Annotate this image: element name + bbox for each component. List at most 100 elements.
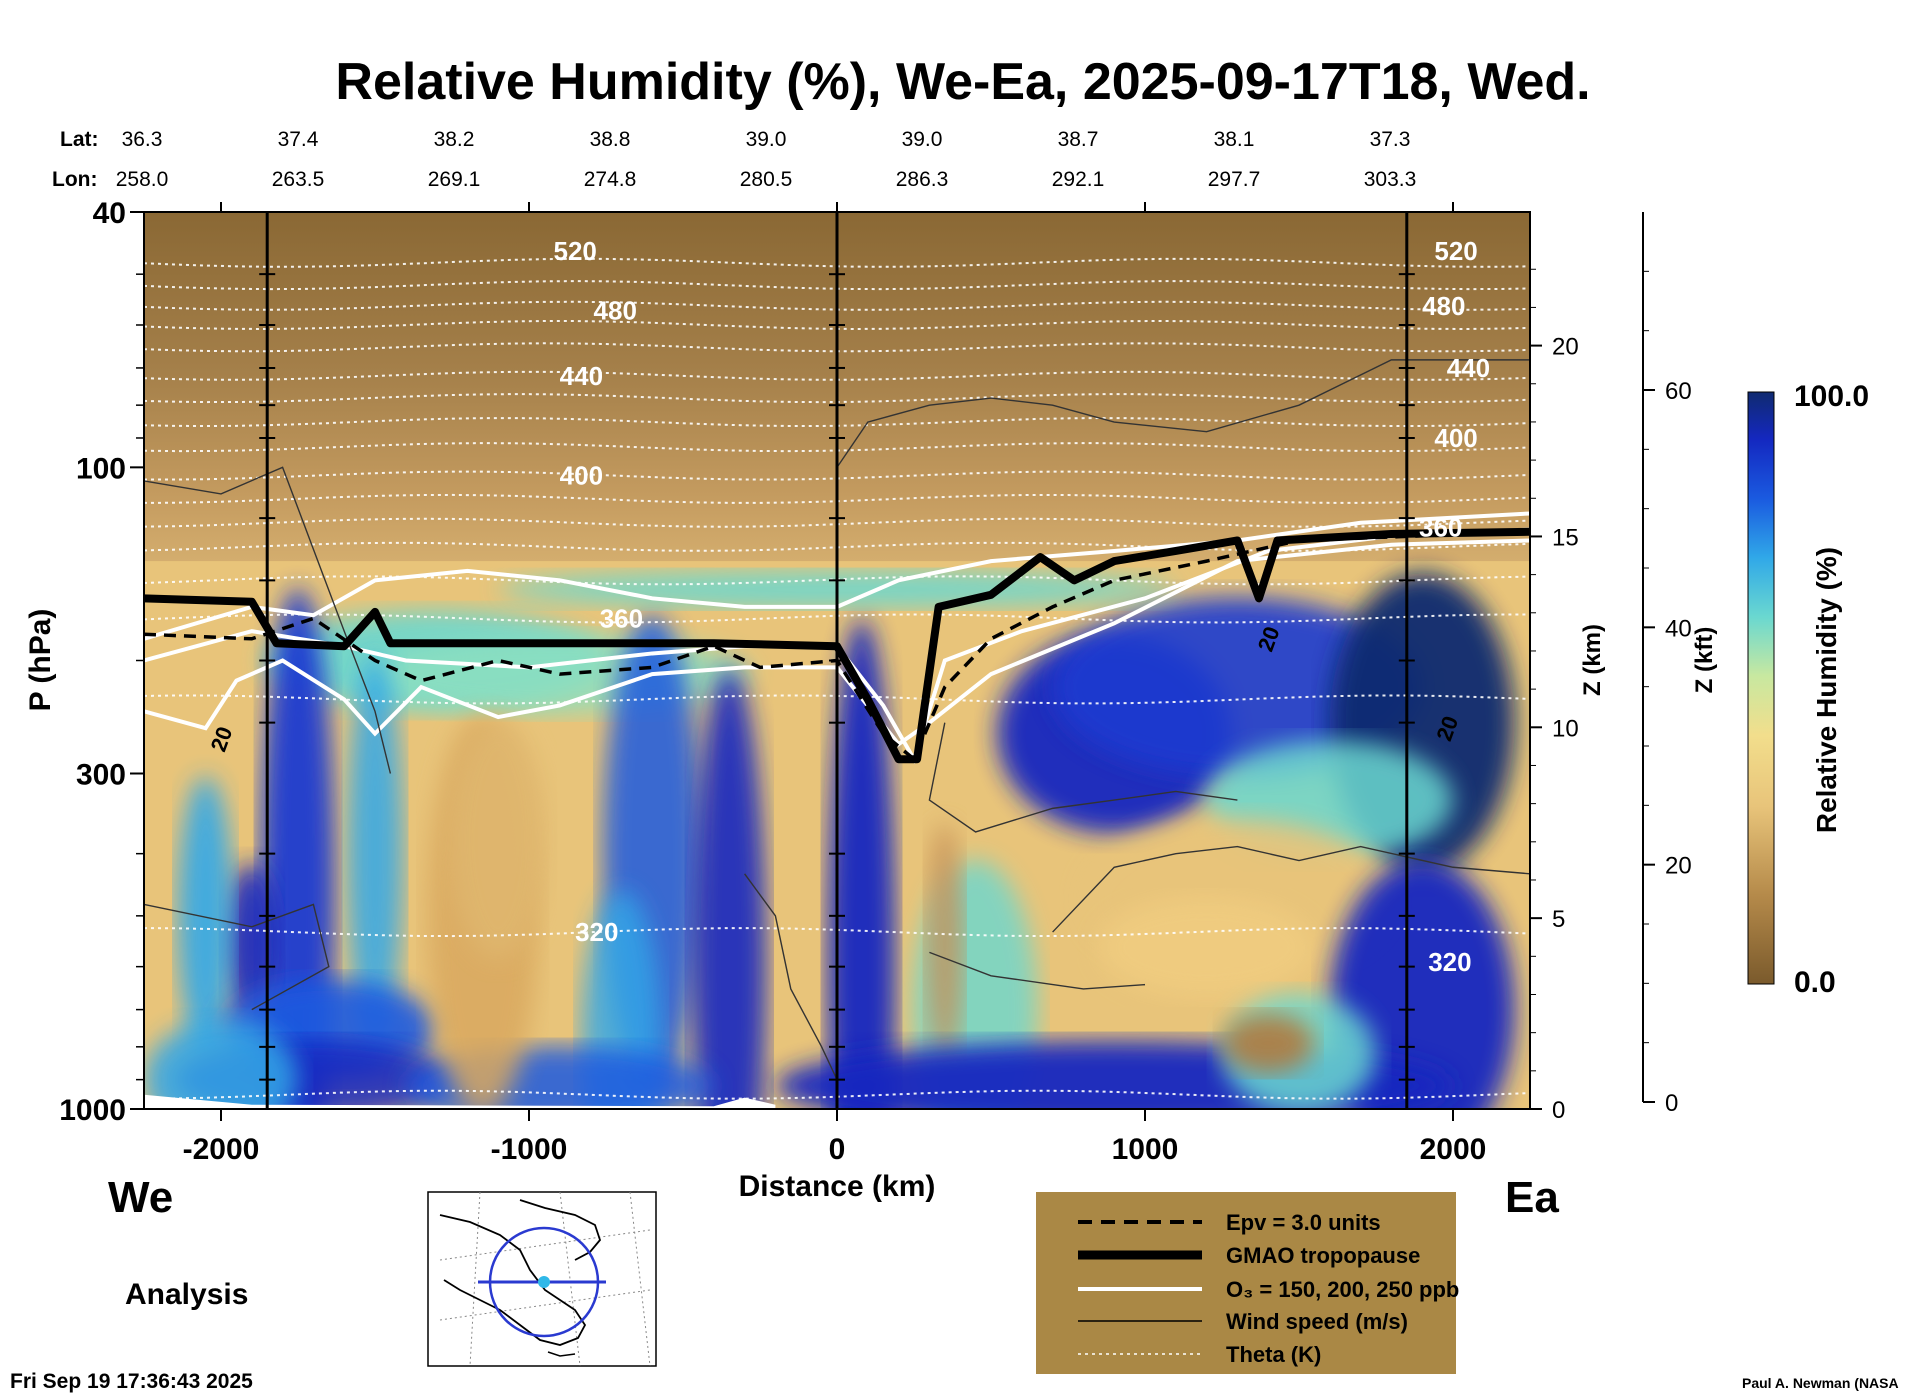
legend-label-o3: O₃ = 150, 200, 250 ppb <box>1226 1277 1459 1302</box>
legend-label-wind: Wind speed (m/s) <box>1226 1309 1408 1334</box>
lat-value: 38.7 <box>1058 128 1099 151</box>
wind-contour <box>144 903 330 1011</box>
map-island <box>547 1351 576 1357</box>
theta-contour-label: 480 <box>1422 291 1465 321</box>
y-tick-label: 40 <box>93 197 126 230</box>
rh-blob <box>1222 1013 1315 1074</box>
lon-value: 286.3 <box>896 168 949 191</box>
theta-contour-label: 440 <box>1447 353 1490 383</box>
y-tick-label: 300 <box>76 758 126 791</box>
epv-line <box>144 529 1530 763</box>
z-kft-tick-label: 40 <box>1665 615 1692 642</box>
axes <box>130 202 1655 1121</box>
z-km-axis-label: Z (km) <box>1579 624 1606 696</box>
rh-blob <box>177 776 234 1056</box>
lon-value: 297.7 <box>1208 168 1261 191</box>
lat-value: 37.3 <box>1370 128 1411 151</box>
lat-value: 36.3 <box>122 128 163 151</box>
rh-blob <box>224 862 280 1023</box>
rh-blob <box>692 667 767 1109</box>
tropopause-line <box>144 527 1530 764</box>
rh-blob <box>1052 597 1423 777</box>
lon-value: 263.5 <box>272 168 325 191</box>
direction-west-label: We <box>108 1173 173 1222</box>
rh-blob <box>1329 860 1515 1109</box>
direction-east-label: Ea <box>1505 1173 1559 1222</box>
colorbar-max-label: 100.0 <box>1794 380 1869 413</box>
lat-value: 38.2 <box>434 128 475 151</box>
rh-blob <box>827 617 896 1109</box>
rh-blob <box>144 1019 298 1109</box>
x-tick-label: 2000 <box>1420 1133 1487 1166</box>
lon-value: 258.0 <box>116 168 169 191</box>
x-tick-label: -1000 <box>491 1133 568 1166</box>
z-km-tick-label: 20 <box>1552 334 1579 361</box>
theta-contour-label: 320 <box>1428 947 1471 977</box>
lat-value: 39.0 <box>746 128 787 151</box>
x-tick-label: -2000 <box>183 1133 260 1166</box>
map-graticule <box>439 1289 651 1321</box>
rh-blob <box>347 654 403 1053</box>
rh-blob <box>448 719 548 959</box>
lon-value: 292.1 <box>1052 168 1105 191</box>
lon-value: 303.3 <box>1364 168 1417 191</box>
wind-contour <box>928 722 1238 833</box>
map-graticule <box>469 1191 481 1367</box>
chart-title: Relative Humidity (%), We-Ea, 2025-09-17… <box>335 53 1591 111</box>
lon-value: 274.8 <box>584 168 637 191</box>
theta-contour-label: 360 <box>1419 512 1462 542</box>
ozone-contour <box>144 538 1530 747</box>
z-kft-tick-label: 0 <box>1665 1090 1678 1117</box>
credit: Paul A. Newman (NASA <box>1742 1375 1899 1391</box>
map-graticule <box>559 1191 581 1367</box>
analysis-label: Analysis <box>125 1278 248 1311</box>
wind-contour <box>744 873 838 1080</box>
map-graticule <box>439 1229 651 1261</box>
z-km-tick-label: 15 <box>1552 524 1579 551</box>
theta-contour-label: 320 <box>575 917 618 947</box>
wind-contour <box>929 951 1146 990</box>
colorbar-min-label: 0.0 <box>1794 966 1836 999</box>
lat-value: 39.0 <box>902 128 943 151</box>
z-km-tick-label: 0 <box>1552 1097 1565 1124</box>
legend-label-theta: Theta (K) <box>1226 1342 1321 1367</box>
lon-value: 269.1 <box>428 168 481 191</box>
y-tick-label: 100 <box>76 452 126 485</box>
z-km-tick-label: 10 <box>1552 715 1579 742</box>
theta-contour-label: 400 <box>1434 423 1477 453</box>
chart-text: -2000 -1000 0 1000 2000 40 100 300 1000 0 5 10 15 20 0… <box>10 128 1899 1393</box>
rh-blob <box>261 587 335 1109</box>
z-km-tick-label: 5 <box>1552 906 1565 933</box>
legend-label-tropopause: GMAO tropopause <box>1226 1243 1420 1268</box>
theta-contour-label: 360 <box>600 603 643 633</box>
x-axis-label: Distance (km) <box>739 1170 936 1203</box>
lon-value: 280.5 <box>740 168 793 191</box>
colorbar: 100.0 0.0 Relative Humidity (%) <box>1747 380 1869 999</box>
timestamp: Fri Sep 19 17:36:43 2025 <box>10 1370 253 1393</box>
y-tick-label: 1000 <box>59 1094 126 1127</box>
z-kft-tick-label: 60 <box>1665 378 1692 405</box>
lat-value: 38.8 <box>590 128 631 151</box>
theta-contour-label: 520 <box>554 236 597 266</box>
theta-contour-label: 520 <box>1434 236 1477 266</box>
locator-map <box>427 1191 657 1367</box>
lat-value: 37.4 <box>278 128 319 151</box>
lat-value: 38.1 <box>1214 128 1255 151</box>
ground-mask <box>144 1094 776 1109</box>
z-kft-axis-label: Z (kft) <box>1691 627 1718 694</box>
legend-label-epv: Epv = 3.0 units <box>1226 1210 1381 1235</box>
theta-contour-label: 400 <box>560 461 603 491</box>
map-coastline <box>439 1214 587 1346</box>
map-graticule <box>629 1191 651 1367</box>
rh-blob <box>926 822 964 1063</box>
wind-contour <box>144 466 392 774</box>
theta-contour-label: 480 <box>594 296 637 326</box>
wind-contour <box>836 359 1530 468</box>
colorbar-gradient <box>1747 391 1775 985</box>
wind-contour <box>1052 845 1530 933</box>
z-kft-tick-label: 20 <box>1665 853 1692 880</box>
overlay-lines <box>144 212 1530 1109</box>
x-tick-label: 1000 <box>1112 1133 1179 1166</box>
theta-contour-label: 440 <box>560 361 603 391</box>
